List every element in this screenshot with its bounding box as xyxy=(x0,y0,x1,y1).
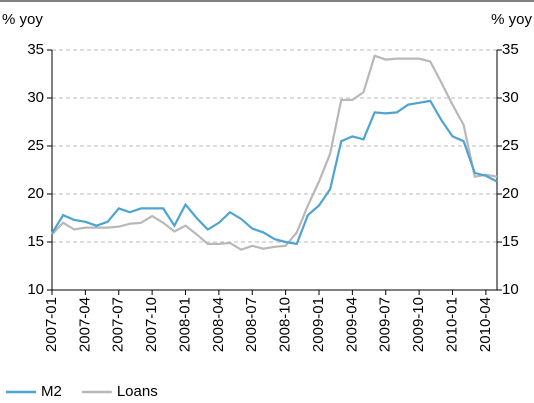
x-tick-label: 2010-04 xyxy=(477,297,494,352)
y-tick-label: 35 xyxy=(27,41,44,58)
x-tick-label: 2009-04 xyxy=(343,297,360,352)
y2-tick-label: 35 xyxy=(502,41,519,58)
y2-tick-label: 25 xyxy=(502,137,519,154)
series-line xyxy=(51,54,498,251)
y2-tick-label: 10 xyxy=(502,281,519,298)
x-tick-label: 2007-04 xyxy=(76,297,93,352)
x-tick-label: 2008-04 xyxy=(210,297,227,352)
series-line xyxy=(51,99,498,246)
y-tick-label: 30 xyxy=(27,89,44,106)
x-tick-label: 2007-07 xyxy=(110,297,127,352)
y-tick-label: 25 xyxy=(27,137,44,154)
y2-axis-label: % yoy xyxy=(491,11,532,28)
y-tick-label: 20 xyxy=(27,185,44,202)
x-tick-label: 2007-10 xyxy=(143,297,160,352)
x-tick-label: 2009-10 xyxy=(410,297,427,352)
y2-tick-label: 15 xyxy=(502,233,519,250)
y-axis-label: % yoy xyxy=(2,11,43,28)
y2-tick-label: 20 xyxy=(502,185,519,202)
y-tick-label: 10 xyxy=(27,281,44,298)
x-tick-label: 2010-01 xyxy=(443,297,460,352)
x-tick-label: 2008-10 xyxy=(277,297,294,352)
x-tick-label: 2008-07 xyxy=(243,297,260,352)
x-tick-label: 2009-07 xyxy=(377,297,394,352)
legend-label: Loans xyxy=(117,383,158,400)
x-tick-label: 2007-01 xyxy=(43,297,60,352)
x-tick-label: 2008-01 xyxy=(176,297,193,352)
y2-tick-label: 30 xyxy=(502,89,519,106)
legend-label: M2 xyxy=(41,383,62,400)
x-tick-label: 2009-01 xyxy=(310,297,327,352)
y-tick-label: 15 xyxy=(27,233,44,250)
